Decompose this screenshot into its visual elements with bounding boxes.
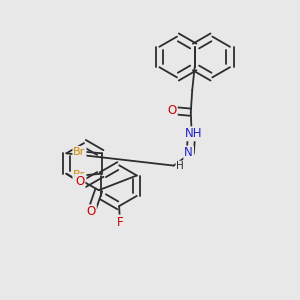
Text: O: O <box>167 104 177 117</box>
Text: Br: Br <box>73 170 86 180</box>
Text: N: N <box>184 146 193 160</box>
Text: O: O <box>87 205 96 218</box>
Text: NH: NH <box>185 127 203 140</box>
Text: H: H <box>176 161 184 172</box>
Text: F: F <box>116 215 123 229</box>
Text: Br: Br <box>73 147 86 157</box>
Text: O: O <box>75 175 85 188</box>
